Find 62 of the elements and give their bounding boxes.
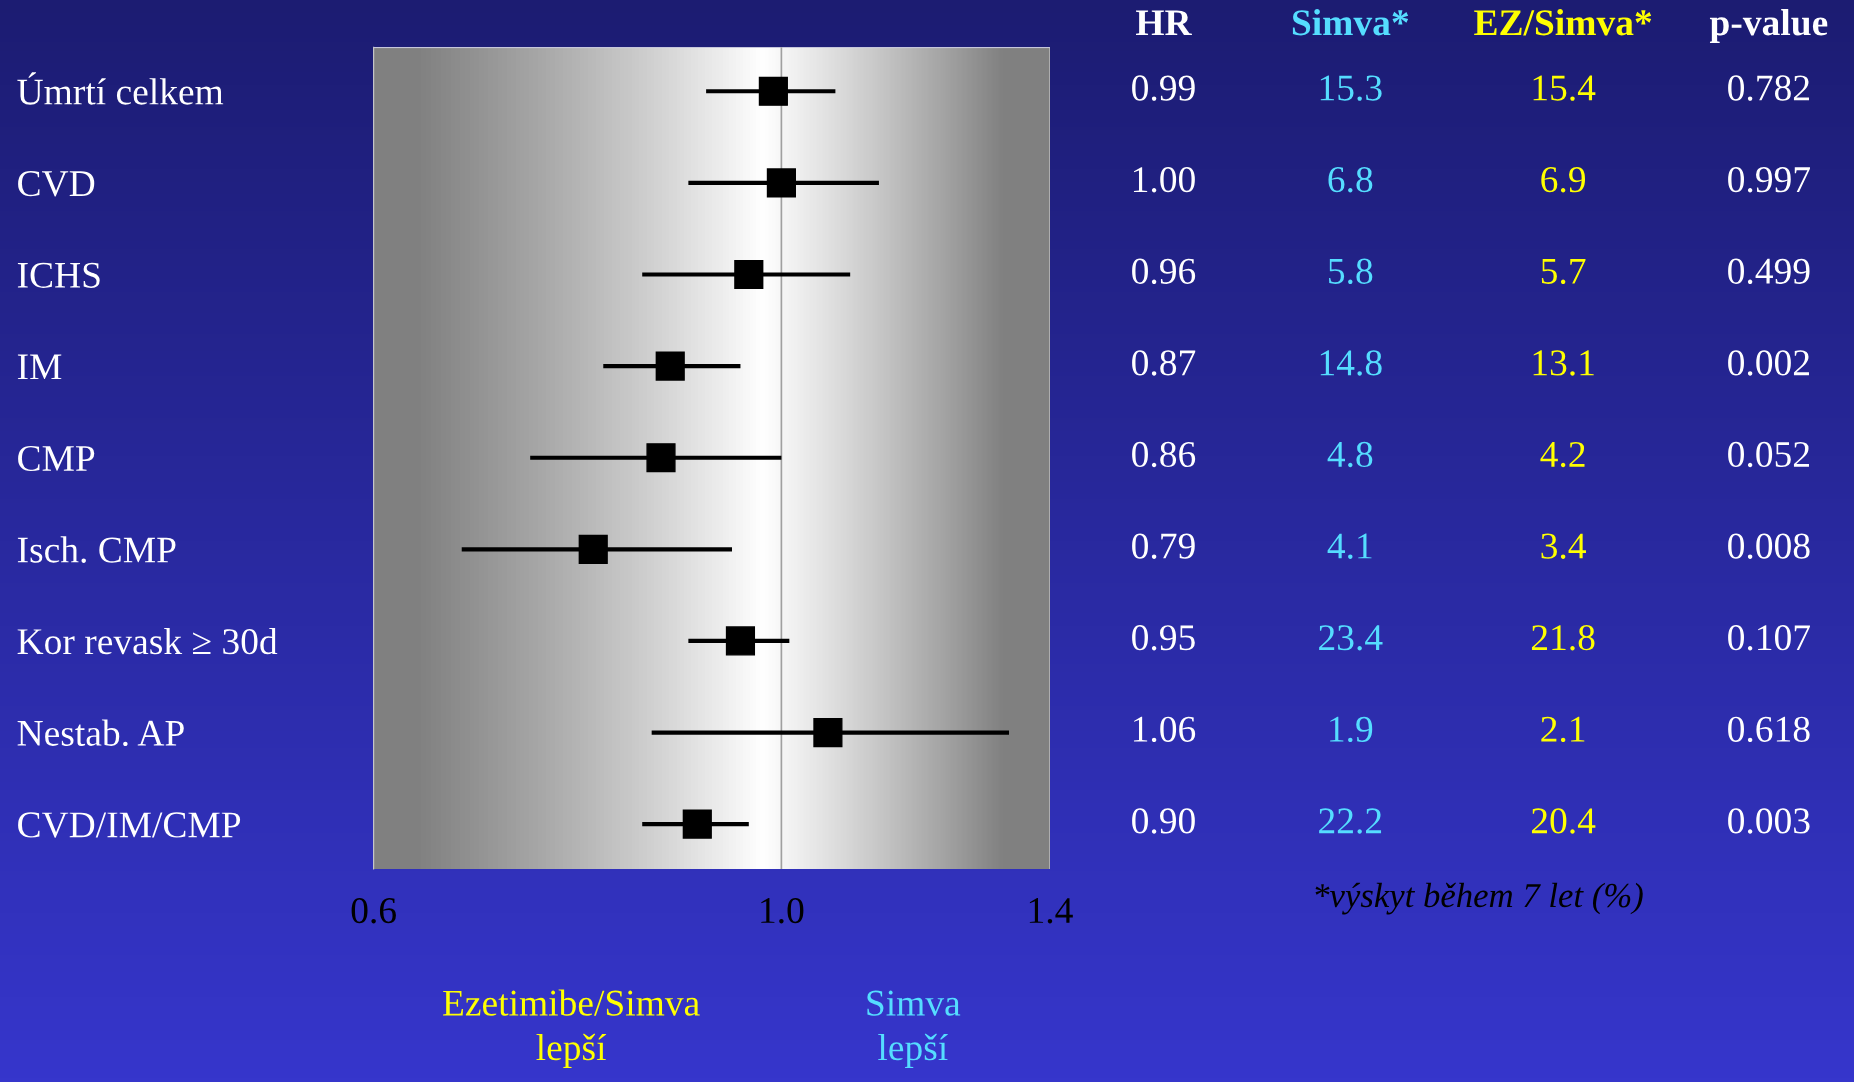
data-label: 1.06 bbox=[1133, 716, 1196, 743]
x-tick-label: 0.6 bbox=[351, 897, 396, 924]
data-label: 0.96 bbox=[1132, 258, 1196, 285]
y-tick-label: Isch. CMP bbox=[17, 536, 176, 563]
y-tick-label: Nestab. AP bbox=[17, 719, 184, 747]
text: EZ/Simva* bbox=[1474, 9, 1652, 36]
text: 23.4 bbox=[1319, 625, 1383, 651]
text: 0.002 bbox=[1728, 350, 1809, 376]
text: 13.1 bbox=[1533, 350, 1594, 376]
y-tick-label: Úmrtí celkem bbox=[17, 72, 224, 105]
point bbox=[766, 168, 796, 198]
text: 20.4 bbox=[1531, 808, 1596, 834]
data-label: 0.79 bbox=[1132, 533, 1195, 559]
text: 3.4 bbox=[1541, 533, 1586, 559]
y-tick-label: CMP bbox=[18, 445, 95, 472]
point bbox=[655, 351, 685, 381]
text: 2.1 bbox=[1541, 716, 1585, 743]
y-tick-label: CVD bbox=[18, 171, 95, 197]
text: 21.8 bbox=[1531, 625, 1595, 651]
x-tick-label: 1.0 bbox=[761, 897, 804, 924]
data-label: 0.99 bbox=[1132, 75, 1195, 101]
text: 0.499 bbox=[1728, 258, 1810, 285]
text: 14.8 bbox=[1320, 350, 1382, 376]
text: 5.7 bbox=[1541, 258, 1586, 285]
text: 0.107 bbox=[1728, 625, 1810, 651]
text: 4.2 bbox=[1540, 441, 1585, 468]
point bbox=[682, 809, 712, 839]
text: 6.8 bbox=[1328, 166, 1373, 193]
text: 0.782 bbox=[1728, 75, 1809, 101]
text: 4.8 bbox=[1327, 441, 1373, 468]
point bbox=[725, 626, 756, 656]
text: *výskyt během 7 let (%) bbox=[1315, 882, 1643, 915]
text: 0.052 bbox=[1728, 441, 1809, 468]
text: HR bbox=[1135, 10, 1192, 36]
text: 0.997 bbox=[1728, 166, 1810, 193]
text: p-value bbox=[1709, 9, 1828, 44]
y-tick-label: ICHS bbox=[17, 262, 100, 288]
point bbox=[734, 259, 764, 290]
text: 0.003 bbox=[1728, 808, 1810, 834]
data-label: 0.87 bbox=[1132, 350, 1196, 376]
text: Ezetimibe/Simva lepší bbox=[443, 989, 700, 1068]
text: 6.9 bbox=[1541, 167, 1586, 193]
text: Simva* bbox=[1292, 9, 1409, 36]
point bbox=[758, 76, 788, 106]
text: 1.9 bbox=[1330, 716, 1373, 743]
text: 15.4 bbox=[1533, 75, 1596, 101]
y-tick-label: CVD/IM/CMP bbox=[18, 812, 241, 838]
text: 0.008 bbox=[1728, 533, 1810, 559]
point bbox=[646, 443, 676, 473]
data-label: 1.00 bbox=[1133, 166, 1195, 193]
text: 5.8 bbox=[1329, 258, 1373, 285]
y-tick-label: IM bbox=[17, 354, 62, 380]
data-label: 0.90 bbox=[1132, 808, 1195, 834]
x-tick-label: 1.4 bbox=[1029, 898, 1073, 924]
text: 4.1 bbox=[1327, 533, 1372, 559]
text: 0.618 bbox=[1728, 716, 1810, 743]
data-label: 0.95 bbox=[1132, 625, 1195, 651]
text: 22.2 bbox=[1319, 808, 1382, 834]
data-label: 0.86 bbox=[1132, 441, 1196, 468]
text: 15.3 bbox=[1320, 75, 1382, 101]
y-tick-label: Kor revask ≥ 30d bbox=[17, 627, 278, 655]
text: Simva lepší bbox=[867, 990, 961, 1068]
